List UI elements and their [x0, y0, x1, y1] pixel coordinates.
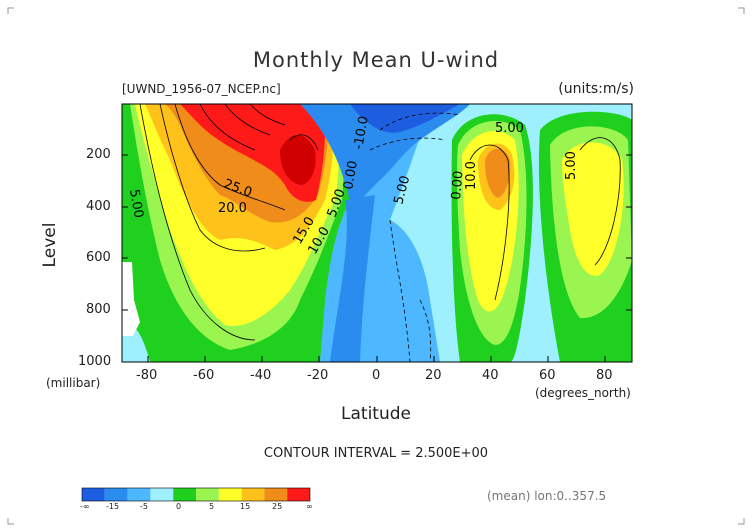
- colorbar-swatch: [173, 488, 196, 501]
- units-label: (units:m/s): [558, 81, 634, 97]
- chart-title: Monthly Mean U-wind: [252, 48, 500, 72]
- clabel-2: 20.0: [218, 201, 247, 216]
- colorbar-swatch: [127, 488, 151, 501]
- y-axis-unit: (millibar): [46, 376, 101, 390]
- clabel-11: 0.00: [449, 170, 466, 200]
- colorbar-swatch: [82, 488, 105, 501]
- band-blue-tongue: [330, 195, 375, 362]
- contour-field: [122, 104, 632, 362]
- y-axis-label: Level: [40, 222, 60, 268]
- y-tick-label: 200: [86, 147, 111, 162]
- x-tick-label: -60: [193, 368, 215, 383]
- colorbar-swatch: [196, 488, 219, 501]
- band-blue-easterly: [300, 104, 470, 210]
- colorbar-label: -15: [106, 502, 120, 511]
- x-tick-label: -80: [136, 368, 158, 383]
- colorbar-swatch: [104, 488, 128, 501]
- clabel-9: 10.0: [464, 161, 479, 190]
- x-tick-label: 20: [425, 368, 442, 383]
- contour-interval: CONTOUR INTERVAL = 2.500E+00: [263, 446, 489, 461]
- x-tick-label: -20: [307, 368, 329, 383]
- axis-ticks: [122, 154, 632, 362]
- y-tick-label: 600: [86, 250, 111, 265]
- band-darkblue-easterly: [350, 104, 460, 133]
- colorbar-label: 15: [240, 502, 251, 511]
- colorbar-label: 5: [209, 502, 215, 511]
- colorbar-swatch: [287, 488, 310, 501]
- colorbar: [81, 487, 311, 502]
- colorbar-label: -∞: [80, 502, 90, 511]
- source-label: [UWND_1956-07_NCEP.nc]: [122, 82, 281, 96]
- x-axis-unit: (degrees_north): [535, 386, 631, 400]
- x-axis-label: Latitude: [341, 404, 411, 424]
- x-tick-label: 60: [539, 368, 556, 383]
- jet-core-south: [280, 135, 316, 185]
- colorbar-swatch: [150, 488, 174, 501]
- y-tick-label: 400: [86, 199, 111, 214]
- y-tick-label: 1000: [78, 354, 112, 369]
- colorbar-label: 25: [272, 502, 283, 511]
- clabel-12: 5.00: [564, 151, 579, 180]
- x-tick-label: 0: [372, 368, 381, 383]
- clabel-6: 5.00: [126, 188, 146, 219]
- colorbar-swatch: [264, 488, 288, 501]
- x-tick-label: -40: [250, 368, 272, 383]
- colorbar-swatch: [218, 488, 242, 501]
- colorbar-label: -5: [140, 502, 148, 511]
- colorbar-frame: [81, 487, 311, 502]
- clabel-8: 5.00: [391, 174, 413, 206]
- clabel-10: 5.00: [495, 121, 524, 136]
- footer-lon-range: (mean) lon:0..357.5: [487, 489, 607, 503]
- colorbar-label: 0: [176, 502, 182, 511]
- y-tick-label: 800: [86, 302, 111, 317]
- band-white-missing: [122, 262, 140, 336]
- band-yellow-north-east: [562, 142, 624, 276]
- colorbar-label: ∞: [306, 502, 313, 511]
- band-orange-north: [485, 148, 511, 198]
- clabel-7: 0.00: [341, 160, 361, 191]
- contour-lines: [139, 104, 621, 362]
- clabel-0: -10.0: [351, 115, 372, 151]
- x-tick-label: 40: [482, 368, 499, 383]
- x-tick-label: 80: [596, 368, 613, 383]
- crop-marks: [7, 7, 745, 525]
- colorbar-swatch: [241, 488, 265, 501]
